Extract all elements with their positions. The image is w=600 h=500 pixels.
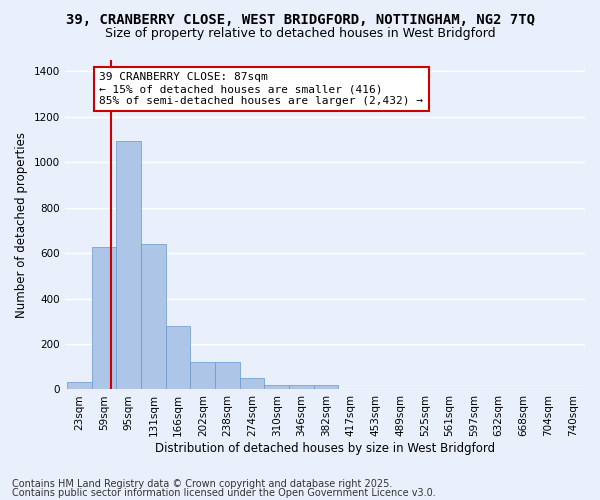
Bar [166, 326, 190, 390]
Bar [67, 382, 92, 390]
Text: Contains HM Land Registry data © Crown copyright and database right 2025.: Contains HM Land Registry data © Crown c… [12, 479, 392, 489]
Text: 39, CRANBERRY CLOSE, WEST BRIDGFORD, NOTTINGHAM, NG2 7TQ: 39, CRANBERRY CLOSE, WEST BRIDGFORD, NOT… [65, 12, 535, 26]
Bar [190, 362, 215, 390]
Bar [240, 378, 265, 390]
Text: Size of property relative to detached houses in West Bridgford: Size of property relative to detached ho… [104, 28, 496, 40]
Bar [265, 385, 289, 390]
Bar [289, 385, 314, 390]
Y-axis label: Number of detached properties: Number of detached properties [15, 132, 28, 318]
Bar [92, 248, 116, 390]
Text: Contains public sector information licensed under the Open Government Licence v3: Contains public sector information licen… [12, 488, 436, 498]
Text: 39 CRANBERRY CLOSE: 87sqm
← 15% of detached houses are smaller (416)
85% of semi: 39 CRANBERRY CLOSE: 87sqm ← 15% of detac… [99, 72, 423, 106]
Bar [215, 362, 240, 390]
Bar [314, 385, 338, 390]
Bar [141, 244, 166, 390]
Bar [116, 140, 141, 390]
X-axis label: Distribution of detached houses by size in West Bridgford: Distribution of detached houses by size … [155, 442, 495, 455]
